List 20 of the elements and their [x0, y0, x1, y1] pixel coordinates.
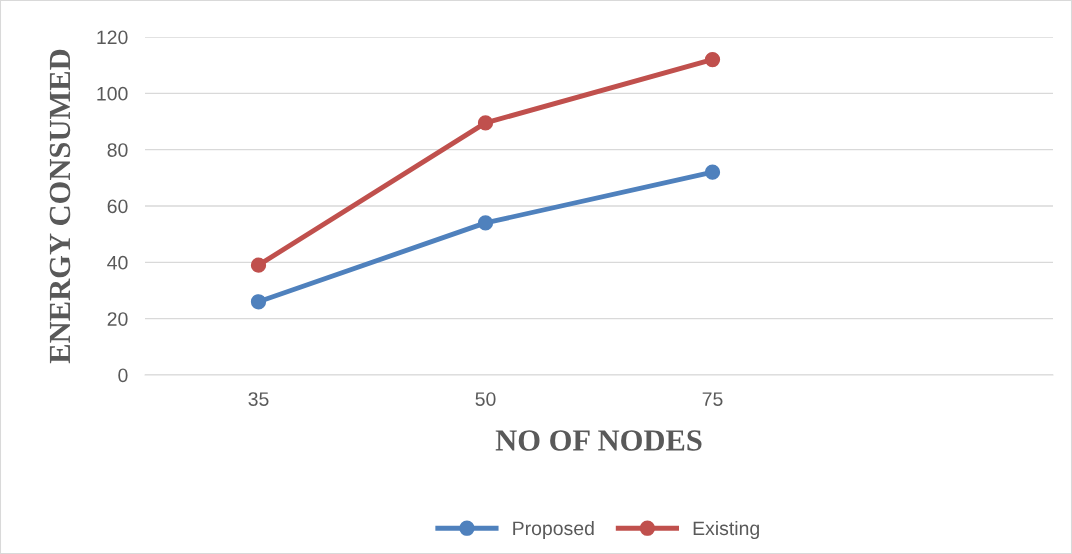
- x-tick-label: 35: [248, 392, 269, 406]
- y-tick-label: 60: [107, 199, 128, 214]
- point: [477, 115, 494, 131]
- point: [477, 215, 494, 231]
- y-tick-label: 80: [107, 143, 128, 157]
- x-tick-label: 50: [475, 392, 496, 406]
- y-tick-label: 120: [97, 30, 128, 45]
- y-tick-label: 100: [97, 86, 128, 101]
- y-tick-label: 0: [118, 368, 128, 383]
- x-tick-label: 75: [702, 392, 723, 406]
- x-axis-title: NO OF NODES: [495, 430, 702, 451]
- y-axis-title: ENERGY CONSUMED: [49, 49, 71, 364]
- point: [250, 257, 267, 273]
- y-tick-label: 40: [107, 255, 128, 270]
- point: [704, 51, 721, 68]
- point: [704, 164, 721, 180]
- legend-label: Proposed: [513, 520, 594, 540]
- point: [250, 294, 267, 310]
- y-tick-label: 20: [107, 312, 128, 326]
- legend-label: Existing: [693, 520, 759, 540]
